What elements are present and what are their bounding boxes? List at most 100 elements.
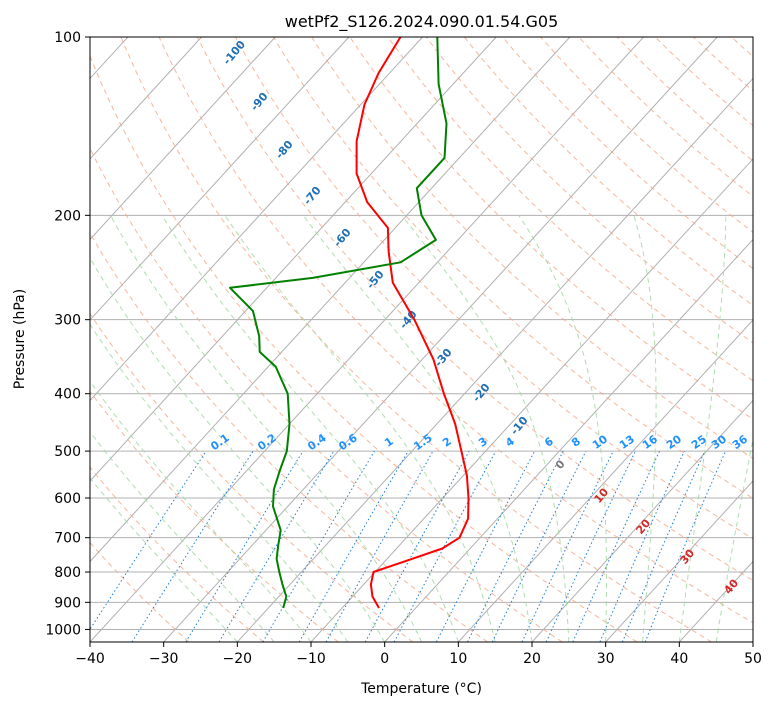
- mixing-ratio-line: [435, 450, 536, 642]
- x-tick-label: 40: [670, 651, 688, 667]
- dry-adiabat-label: -50: [364, 268, 387, 292]
- dry-adiabat-line: [90, 541, 190, 642]
- isotherm-line: [90, 37, 644, 642]
- y-axis-title: Pressure (hPa): [12, 289, 28, 389]
- plot-frame: [89, 36, 754, 643]
- mixing-ratio-label: 6: [542, 435, 556, 450]
- mixing-ratio-line: [393, 450, 497, 642]
- isotherm-line: [384, 238, 753, 642]
- isotherm-line: [90, 37, 276, 241]
- isotherm-line: [90, 37, 423, 402]
- y-tick-label: 700: [54, 531, 81, 547]
- mixing-ratio-label: 10: [590, 432, 610, 452]
- mixing-ratio-line: [364, 450, 470, 642]
- mixing-ratio-line: [131, 450, 254, 642]
- mixing-ratio-line: [298, 450, 409, 642]
- y-tick-label: 100: [54, 30, 81, 46]
- mixing-ratio-label: 8: [569, 435, 583, 450]
- mixing-ratio-line: [644, 450, 727, 642]
- mixing-ratio-line: [325, 450, 434, 642]
- y-tick-label: 900: [54, 595, 81, 611]
- x-axis-title: Temperature (°C): [360, 681, 482, 697]
- mixing-ratio-label: 0.2: [255, 431, 278, 453]
- mixing-ratio-label: 25: [689, 433, 709, 452]
- dry-adiabat-label: -10: [508, 414, 531, 438]
- isotherm-line: [678, 560, 753, 642]
- dry-adiabat-label: -60: [331, 226, 354, 250]
- moist-adiabat-line: [715, 436, 753, 642]
- x-tick-label: 0: [380, 651, 389, 667]
- dry-adiabat-line: [463, 37, 753, 307]
- dry-adiabat-line: [90, 390, 339, 642]
- mixing-ratio-label: 30: [709, 432, 729, 452]
- series-temperature-line: [355, 37, 470, 609]
- x-tick-label: 10: [449, 651, 467, 667]
- mixing-ratio-line: [521, 450, 614, 642]
- moist-adiabat-line: [224, 215, 496, 642]
- dry-adiabat-line: [120, 37, 712, 642]
- dry-adiabat-line: [234, 37, 753, 540]
- x-tick-label: −30: [149, 651, 179, 667]
- isotherm-line: [605, 480, 753, 642]
- dry-adiabat-line: [90, 466, 264, 642]
- mixing-ratio-line: [185, 450, 304, 642]
- x-tick-label: 30: [597, 651, 615, 667]
- mixing-ratio-line: [599, 450, 685, 642]
- y-tick-label: 1000: [45, 622, 81, 638]
- mixing-ratio-label: 2: [440, 435, 454, 450]
- dry-adiabat-line: [196, 37, 753, 581]
- moist-adiabat-line: [90, 256, 386, 642]
- moist-adiabat-line: [518, 215, 607, 642]
- series-layer: [229, 37, 470, 609]
- moist-adiabat-line: [109, 215, 422, 642]
- mixing-ratio-label: 3: [476, 435, 490, 450]
- mixing-ratio-line: [262, 450, 375, 642]
- moist-adiabat-line: [90, 380, 312, 642]
- moist-adiabat-line: [90, 477, 238, 642]
- dry-adiabat-line: [654, 37, 753, 127]
- mixing-ratio-label: 36: [730, 432, 750, 452]
- mixing-ratio-label: 16: [640, 432, 660, 452]
- mixing-ratio-line: [572, 450, 661, 642]
- mixing-ratio-label: 4: [503, 435, 517, 450]
- dry-adiabat-line: [90, 232, 488, 642]
- moist-adiabat-label: 10: [591, 485, 611, 505]
- moist-adiabat-line: [302, 214, 533, 642]
- isotherm-line: [752, 641, 753, 642]
- mixing-ratio-label: 1.5: [411, 431, 434, 453]
- dry-adiabat-line: [90, 147, 563, 642]
- moist-adiabat-line: [633, 215, 657, 642]
- dry-adiabat-label: -70: [301, 184, 324, 208]
- isotherm-line: [90, 37, 497, 482]
- dry-adiabat-line: [273, 37, 753, 499]
- y-tick-label: 200: [54, 208, 81, 224]
- isotherm-line: [457, 319, 753, 642]
- y-tick-label: 800: [54, 565, 81, 581]
- isotherm-line: [90, 37, 571, 563]
- mixing-ratio-label: 0.4: [305, 431, 329, 453]
- dry-adiabat-label: -80: [273, 138, 296, 162]
- mixing-ratio-line: [545, 450, 636, 642]
- series-dewpoint-line: [229, 37, 448, 609]
- moist-adiabat-line: [90, 323, 349, 642]
- isotherm-line: [236, 77, 753, 642]
- y-tick-label: 500: [54, 444, 81, 460]
- dry-adiabat-label: 0: [553, 457, 568, 471]
- dry-adiabat-label: -90: [248, 90, 271, 114]
- mixing-ratio-line: [218, 450, 335, 642]
- isotherm-line: [90, 37, 350, 321]
- isotherm-line: [531, 399, 753, 642]
- mixing-ratio-label: 20: [664, 432, 684, 452]
- dry-adiabat-line: [158, 37, 753, 624]
- chart-title: wetPf2_S126.2024.090.01.54.G05: [285, 12, 559, 32]
- isotherm-line: [310, 158, 753, 642]
- dry-adiabat-line: [616, 37, 753, 162]
- mixing-ratio-line: [621, 450, 706, 642]
- y-tick-label: 300: [54, 313, 81, 329]
- dry-adiabat-line: [540, 37, 753, 233]
- mixing-ratio-label: 13: [617, 433, 637, 452]
- mixing-ratio-line: [491, 450, 587, 642]
- isotherm-line: [90, 37, 202, 160]
- moist-adiabat-line: [90, 430, 275, 642]
